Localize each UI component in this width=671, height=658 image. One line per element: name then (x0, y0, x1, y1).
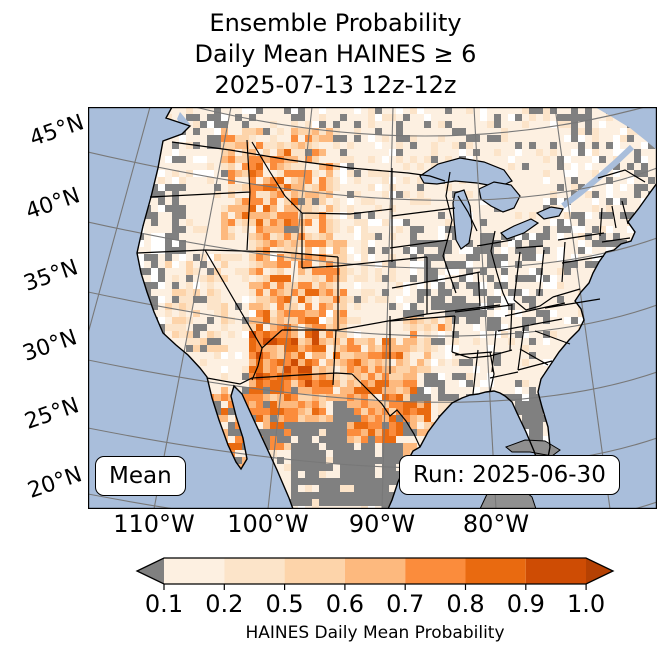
colorbar-tick-label: 0.8 (446, 590, 485, 618)
title-line-3: 2025-07-13 12z-12z (214, 71, 457, 99)
graticule (88, 107, 657, 509)
map-area (88, 107, 657, 509)
map-frame (88, 107, 657, 509)
title-line-2: Daily Mean HAINES ≥ 6 (194, 40, 477, 68)
plot-title: Ensemble Probability Daily Mean HAINES ≥… (0, 8, 671, 101)
lon-tick-label: 90°W (348, 510, 416, 538)
colorbar-tick-label: 0.1 (144, 590, 184, 618)
colorbar-tick-label: 0.9 (506, 590, 545, 618)
lon-tick-label: 100°W (227, 510, 309, 538)
gulf-st-lawrence (595, 107, 657, 150)
colorbar-tick-label: 0.7 (386, 590, 425, 618)
puget-sound (177, 112, 190, 132)
mean-annotation-box: Mean (95, 456, 186, 496)
colorbar-ticks (163, 584, 587, 590)
colorbar-tick-label: 0.2 (205, 590, 244, 618)
colorbar-tick-label: 0.6 (325, 590, 364, 618)
colorbar-over-arrow (586, 558, 613, 584)
title-line-1: Ensemble Probability (209, 9, 462, 37)
colorbar-under-arrow (137, 558, 164, 584)
coastline (136, 107, 657, 509)
colorbar-tick-label: 1.0 (567, 590, 606, 618)
colorbar-tick-label: 0.5 (265, 590, 304, 618)
colorbar (135, 557, 615, 590)
colorbar-caption: HAINES Daily Mean Probability (245, 623, 505, 643)
run-date-annotation-box: Run: 2025-06-30 (399, 455, 620, 495)
lon-tick-label: 80°W (462, 510, 530, 538)
lon-tick-label: 110°W (113, 510, 195, 538)
state-borders (136, 139, 646, 448)
